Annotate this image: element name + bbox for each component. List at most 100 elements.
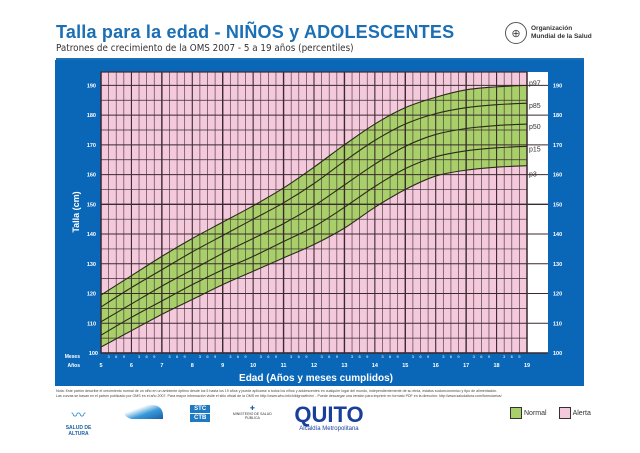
- month-tick: 6: [389, 354, 392, 359]
- legend-alert: Alerta: [558, 407, 591, 419]
- y-tick-left: 160: [87, 173, 96, 179]
- month-tick: 6: [298, 354, 301, 359]
- years-row-label: Años: [68, 363, 81, 369]
- org-line-1: Organización: [531, 25, 573, 32]
- label-p15: p15: [529, 146, 541, 153]
- who-org-name: Organización Mundial de la Salud: [531, 25, 592, 41]
- sponsor-logos: 〰 SALUD DE ALTURA STC CTB ✚ MINISTERIO D…: [56, 404, 386, 438]
- year-tick: 14: [372, 363, 379, 369]
- quito-logo: QUITO Alcaldía Metropolitana: [294, 404, 363, 433]
- note-line-1: Nota: Este patrón describe el crecimient…: [56, 389, 498, 393]
- legend-normal: Normal: [510, 407, 547, 419]
- year-tick: 5: [99, 363, 102, 369]
- legend-normal-label: Normal: [524, 409, 547, 417]
- month-tick: 3: [473, 354, 476, 359]
- stc-label: STC: [190, 405, 211, 413]
- label-p97: p97: [529, 80, 541, 87]
- label-p3: p3: [529, 172, 537, 179]
- month-tick: 9: [244, 354, 247, 359]
- month-tick: 3: [229, 354, 232, 359]
- year-tick: 15: [402, 363, 408, 369]
- year-tick: 18: [494, 363, 500, 369]
- month-tick: 9: [305, 354, 308, 359]
- month-tick: 9: [457, 354, 460, 359]
- y-tick-left: 100: [89, 351, 98, 357]
- y-tick-left: 140: [87, 232, 96, 238]
- y-tick-left: 190: [87, 83, 96, 89]
- curve-p50: [101, 123, 527, 323]
- y-tick-right: 100: [553, 351, 562, 357]
- who-logo: ⊕ Organización Mundial de la Salud: [505, 22, 592, 44]
- y-tick-left: 110: [87, 321, 96, 327]
- y-tick-right: 130: [553, 262, 562, 268]
- year-tick: 17: [463, 363, 469, 369]
- percentile-labels: p97 p85 p50 p15 p3: [529, 80, 541, 178]
- page-title: Talla para la edad - NIÑOS y ADOLESCENTE…: [56, 22, 455, 42]
- y-tick-right: 110: [553, 321, 562, 327]
- month-tick: 3: [442, 354, 445, 359]
- grid-lines: [100, 71, 548, 354]
- y-tick-left: 180: [87, 113, 96, 119]
- year-tick: 16: [433, 363, 439, 369]
- partner-logo-icon: [123, 405, 168, 419]
- year-tick: 7: [160, 363, 163, 369]
- quito-sublabel: Alcaldía Metropolitana: [299, 426, 359, 432]
- label-p85: p85: [529, 103, 541, 110]
- y-tick-right: 190: [553, 83, 562, 89]
- y-axis-labels-left: 100 110 120 130 140 150 160 170 180 190: [87, 83, 98, 357]
- year-tick: 11: [281, 363, 287, 369]
- month-tick: 9: [397, 354, 400, 359]
- salud-de-altura-logo: 〰 SALUD DE ALTURA: [56, 405, 101, 437]
- month-tick: 6: [206, 354, 209, 359]
- months-row-label: Meses: [65, 354, 81, 360]
- curve-p15: [101, 145, 527, 336]
- month-tick: 9: [488, 354, 491, 359]
- x-axis-title: Edad (Años y meses cumplidos): [239, 373, 393, 384]
- month-tick: 3: [503, 354, 506, 359]
- month-tick: 3: [320, 354, 323, 359]
- year-tick: 9: [221, 363, 224, 369]
- percentile-label-area: [527, 72, 548, 353]
- stc-ctb-logo: STC CTB: [190, 405, 211, 422]
- ministerio-salud-logo: ✚ MINISTERIO DE SALUD PÚBLICA: [232, 405, 272, 420]
- y-tick-right: 170: [553, 143, 562, 149]
- month-tick: 3: [290, 354, 293, 359]
- month-tick: 3: [199, 354, 202, 359]
- ctb-label: CTB: [190, 414, 211, 422]
- percentile-curves: [101, 84, 527, 348]
- y-tick-right: 150: [553, 202, 562, 208]
- year-tick: 8: [191, 363, 194, 369]
- month-tick: 3: [412, 354, 415, 359]
- normal-swatch-icon: [510, 407, 522, 419]
- curve-p3: [101, 165, 527, 348]
- month-tick: 9: [427, 354, 430, 359]
- curve-p97: [101, 84, 527, 296]
- y-tick-left: 120: [87, 292, 96, 298]
- y-tick-right: 180: [553, 113, 562, 119]
- footer-note: Nota: Este patrón describe el crecimient…: [56, 389, 586, 399]
- month-tick: 6: [146, 354, 149, 359]
- month-tick: 6: [267, 354, 270, 359]
- y-tick-left: 150: [87, 202, 96, 208]
- month-tick: 9: [275, 354, 278, 359]
- month-tick: 9: [184, 354, 187, 359]
- org-line-2: Mundial de la Salud: [531, 33, 592, 40]
- month-tick: 3: [138, 354, 141, 359]
- month-tick: 9: [518, 354, 521, 359]
- label-p50: p50: [529, 124, 541, 131]
- y-axis-labels-right: 100 110 120 130 140 150 160 170 180 190: [553, 83, 562, 357]
- month-tick: 3: [107, 354, 110, 359]
- month-tick: 6: [511, 354, 514, 359]
- y-tick-right: 160: [553, 173, 562, 179]
- year-tick: 10: [250, 363, 256, 369]
- month-tick: 6: [237, 354, 240, 359]
- ministerio-emblem-icon: ✚: [249, 406, 255, 412]
- logo-label: MINISTERIO DE SALUD PÚBLICA: [232, 412, 272, 420]
- alert-swatch-icon: [558, 407, 571, 419]
- month-tick: 9: [123, 354, 126, 359]
- year-tick: 13: [341, 363, 347, 369]
- month-tick: 6: [419, 354, 422, 359]
- year-tick: 6: [130, 363, 133, 369]
- who-emblem-icon: ⊕: [505, 22, 527, 44]
